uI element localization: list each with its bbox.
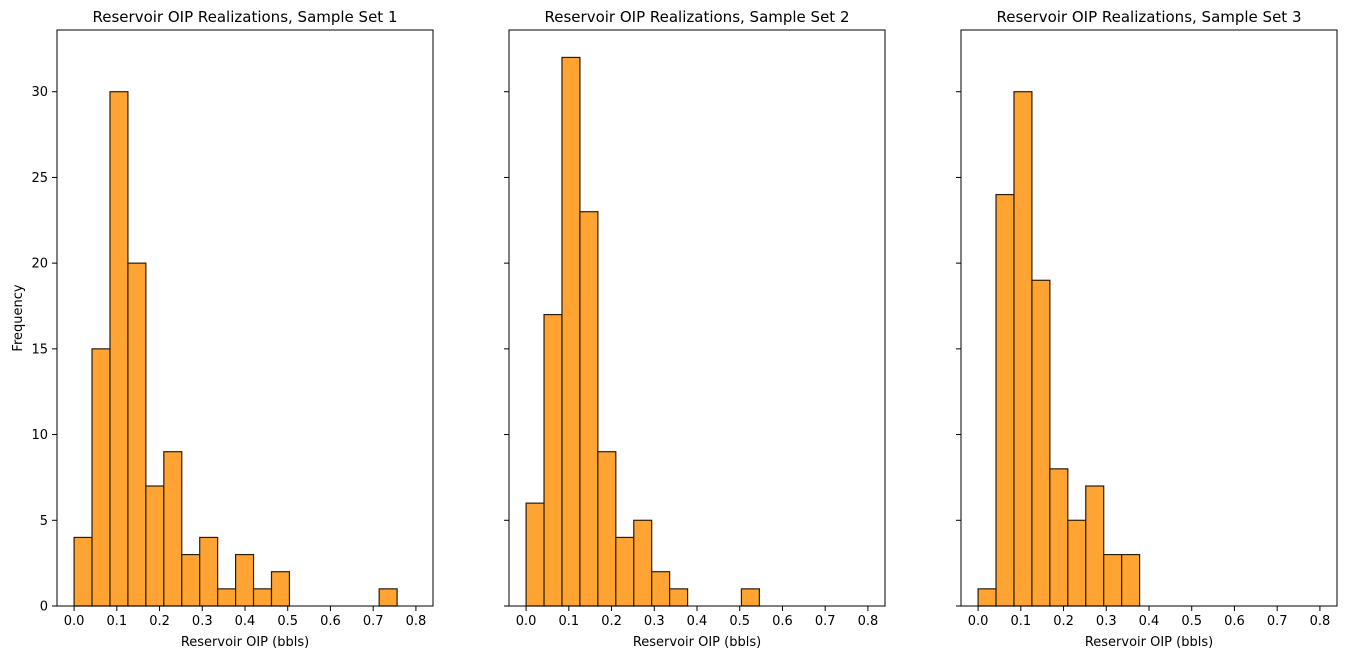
histogram-bar <box>270 571 291 607</box>
histogram-bar <box>597 451 617 607</box>
histogram-bar <box>651 571 671 607</box>
x-tick-label: 0.6 <box>1224 614 1245 629</box>
histogram-bar <box>1031 279 1051 607</box>
y-tick-label: 15 <box>31 342 48 357</box>
x-tick-label: 0.1 <box>558 614 579 629</box>
histogram-bar <box>543 313 563 607</box>
x-tick-label: 0.7 <box>363 614 384 629</box>
x-tick-label: 0.1 <box>106 614 127 629</box>
histogram-bar <box>579 211 599 607</box>
x-tick-label: 0.4 <box>235 614 256 629</box>
histogram-bar <box>669 588 689 607</box>
x-tick-label: 0.0 <box>64 614 85 629</box>
panel-sample-set-1: Reservoir OIP Realizations, Sample Set 1… <box>11 8 434 650</box>
panel-sample-set-2: Reservoir OIP Realizations, Sample Set 2… <box>504 8 886 650</box>
x-tick-label: 0.1 <box>1010 614 1031 629</box>
x-tick-label: 0.5 <box>729 614 750 629</box>
x-axis-label: Reservoir OIP (bbls) <box>181 635 309 650</box>
histogram-bar <box>181 553 201 607</box>
bars <box>525 56 760 607</box>
histogram-bar <box>1103 553 1123 607</box>
bars <box>977 91 1141 607</box>
histogram-bar <box>740 588 760 607</box>
x-tick-label: 0.2 <box>1053 614 1074 629</box>
x-tick-label: 0.0 <box>968 614 989 629</box>
y-tick-label: 5 <box>40 514 48 529</box>
histogram-bar <box>525 502 545 607</box>
x-tick-label: 0.6 <box>320 614 341 629</box>
x-tick-label: 0.3 <box>644 614 665 629</box>
x-tick-label: 0.8 <box>406 614 427 629</box>
x-axis-label: Reservoir OIP (bbls) <box>1085 635 1213 650</box>
y-tick-label: 20 <box>31 257 48 272</box>
histogram-bar <box>252 588 273 607</box>
histogram-bar <box>1049 468 1069 607</box>
histogram-bar <box>145 485 165 607</box>
x-tick-label: 0.2 <box>601 614 622 629</box>
histogram-bar <box>91 348 111 607</box>
histogram-bar <box>109 91 129 607</box>
x-tick-label: 0.7 <box>815 614 836 629</box>
x-tick-label: 0.3 <box>192 614 213 629</box>
x-tick-label: 0.6 <box>772 614 793 629</box>
histogram-bar <box>1067 519 1087 607</box>
x-tick-label: 0.4 <box>687 614 708 629</box>
x-tick-label: 0.5 <box>277 614 298 629</box>
chart-title: Reservoir OIP Realizations, Sample Set 3 <box>997 8 1302 26</box>
histogram-bar <box>995 193 1015 607</box>
y-tick-label: 10 <box>31 428 48 443</box>
histogram-bar <box>615 536 635 607</box>
x-tick-label: 0.4 <box>1139 614 1160 629</box>
histogram-bar <box>127 262 147 607</box>
histogram-bar <box>1013 91 1033 607</box>
x-axis-label: Reservoir OIP (bbls) <box>633 635 761 650</box>
histogram-bar <box>561 56 581 607</box>
histogram-bar <box>1085 485 1105 607</box>
histogram-bar <box>73 536 93 607</box>
histogram-bar <box>199 536 219 607</box>
histogram-bar <box>235 553 255 607</box>
y-tick-label: 25 <box>31 171 48 186</box>
histogram-bar <box>633 519 653 607</box>
y-tick-label: 30 <box>31 85 48 100</box>
y-axis-label: Frequency <box>11 284 26 351</box>
y-tick-label: 0 <box>40 600 48 615</box>
histogram-bar <box>1121 553 1141 607</box>
x-tick-label: 0.8 <box>858 614 879 629</box>
histogram-bar <box>378 588 398 607</box>
panel-sample-set-3: Reservoir OIP Realizations, Sample Set 3… <box>956 8 1338 650</box>
histogram-bar <box>217 588 237 607</box>
x-tick-label: 0.5 <box>1181 614 1202 629</box>
x-tick-label: 0.2 <box>149 614 170 629</box>
x-tick-label: 0.0 <box>516 614 537 629</box>
chart-title: Reservoir OIP Realizations, Sample Set 1 <box>93 8 398 26</box>
chart-title: Reservoir OIP Realizations, Sample Set 2 <box>545 8 850 26</box>
x-tick-label: 0.3 <box>1096 614 1117 629</box>
histogram-bar <box>977 588 997 607</box>
x-tick-label: 0.7 <box>1267 614 1288 629</box>
x-tick-label: 0.8 <box>1310 614 1331 629</box>
histogram-bar <box>163 451 183 607</box>
